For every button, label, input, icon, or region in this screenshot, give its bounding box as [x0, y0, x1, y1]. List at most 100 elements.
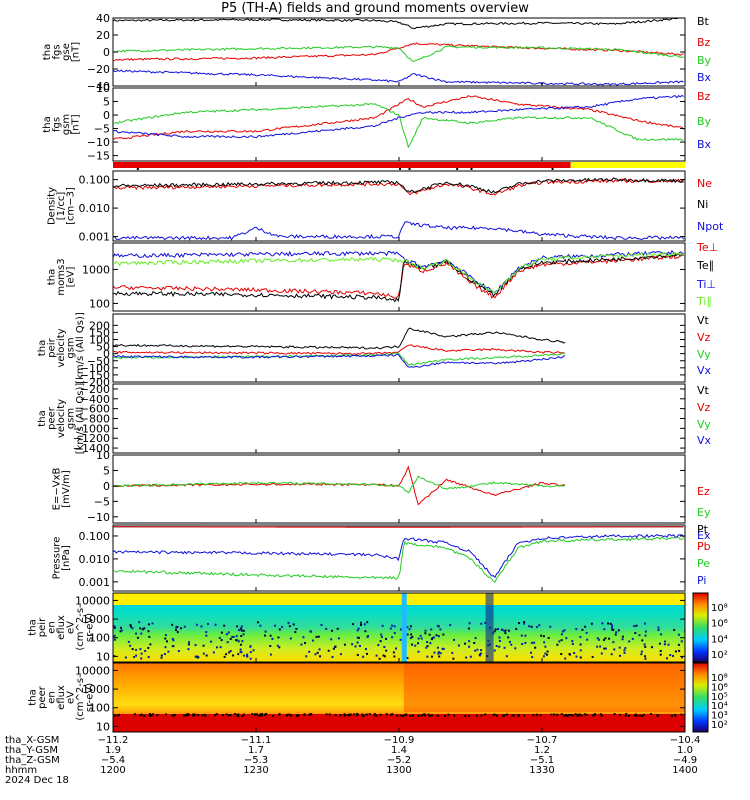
series-group: [113, 94, 684, 149]
x-axis-annotation: tha_X-GSM −11.2 −11.1 −10.9 −10.7 −10.4 tha_Y-…: [5, 735, 700, 786]
series-line-Pe: [113, 536, 684, 583]
y-tick-label: −800: [80, 413, 110, 426]
y-axis-label: fgs: [51, 44, 62, 59]
y-axis-label: [eV]: [66, 267, 77, 288]
panel-frame: [112, 454, 686, 524]
legend-Pt: Pt: [697, 523, 709, 536]
y-tick-label: 0.100: [79, 174, 111, 187]
x-row-value: 1200: [100, 765, 125, 776]
legend-Vt: Vt: [697, 384, 710, 397]
legend-Vy: Vy: [697, 418, 711, 431]
y-tick-label: −40: [87, 80, 110, 93]
y-tick-label: 0.001: [79, 231, 111, 244]
y-axis-label: tha: [37, 410, 48, 426]
legend-Ez: Ez: [697, 485, 710, 498]
y-axis-label: velocity: [56, 399, 67, 438]
y-axis-label: Density: [47, 187, 58, 225]
y-axis-label: [1/cc]: [56, 192, 67, 221]
y-axis-label: tha: [28, 689, 39, 705]
y-axis-label: peer: [47, 406, 58, 430]
series-line-Pi: [113, 533, 685, 579]
colorbar: 10⁸ 10⁶ 10⁴ 10²: [692, 592, 728, 663]
legend-Te∥: Te∥: [696, 259, 714, 272]
panel-peir-spectrogram: 10⁸ 10⁶ 10⁴ 10² 10000 1000 100 10 thapeireneflux…: [28, 592, 728, 663]
legend-By: By: [697, 115, 712, 128]
y-axis-label: tha: [42, 116, 53, 132]
status-tick: [408, 168, 411, 170]
legend-Vt: Vt: [697, 314, 710, 327]
legend-Ey: Ey: [697, 506, 711, 519]
y-axis-label: E=−VxB: [51, 468, 62, 511]
y-tick-label: 0: [103, 46, 110, 59]
colorbar-tick-label: 10²: [711, 720, 728, 731]
series-line-Bx: [113, 69, 684, 86]
legend-Te⊥: Te⊥: [696, 241, 718, 254]
legend-Ex: Ex: [697, 529, 711, 542]
legend-Bz: Bz: [697, 90, 711, 103]
y-tick-label: 10000: [75, 664, 110, 677]
y-tick-label: −15: [87, 150, 110, 163]
y-tick-label: 100: [89, 297, 110, 310]
y-tick-label: 100: [89, 334, 110, 347]
legend-Bx: Bx: [697, 71, 712, 84]
y-axis-label: gsm: [66, 408, 77, 429]
y-axis-label: velocity: [56, 328, 67, 367]
y-tick-label: 10000: [75, 594, 110, 607]
legend-Npot: Npot: [697, 220, 724, 233]
colorbar-tick-label: 10⁶: [711, 619, 728, 630]
series-group: [113, 465, 566, 506]
y-tick-label: 20: [96, 29, 110, 42]
x-row-value: 1.7: [248, 745, 264, 756]
status-segment: [570, 162, 685, 168]
legend-Vx: Vx: [697, 364, 712, 377]
y-axis-label: fgs: [51, 117, 62, 132]
legend-Ne: Ne: [697, 177, 712, 190]
y-tick-label: 0.010: [79, 202, 111, 215]
colorbar-tick-label: 10²: [711, 650, 728, 661]
spectrogram-texture: [113, 593, 685, 662]
series-group: [113, 249, 684, 303]
y-axis-label: tha: [42, 44, 53, 60]
x-row-value: −5.4: [101, 755, 125, 766]
panel-peer-spectrogram: 10⁸10⁶10⁵10⁴10³10²10000100010010thapeere…: [28, 662, 728, 733]
x-row-value: 1.9: [105, 745, 121, 756]
y-axis-label: sr-eV): [85, 683, 96, 712]
y-axis-label: [mV/m]: [61, 470, 72, 508]
legend-Vz: Vz: [697, 331, 711, 344]
y-axis-label: (cm^2-s-: [75, 674, 86, 721]
panel-frame: [112, 313, 686, 383]
y-tick-label: −600: [80, 403, 110, 416]
y-axis-label: eflux: [56, 615, 67, 640]
y-tick-label: −20: [87, 63, 110, 76]
series-line-Bt: [113, 18, 684, 30]
x-row-value: −10.4: [670, 735, 701, 746]
y-tick-label: 0: [103, 348, 110, 361]
x-row-value: 1300: [386, 765, 411, 776]
series-line-Ni: [113, 177, 685, 194]
panel-density: 0.100 0.010 0.001 Density[1/cc][cm−3] Ne Ni Np…: [47, 170, 724, 244]
panel-peer-velocity: −200−400−600−800−1000−1200−1400 thapeerve…: [37, 383, 712, 455]
y-tick-label: 100: [89, 702, 110, 715]
series-group: [113, 327, 566, 368]
y-tick-label: 5: [103, 96, 110, 109]
series-line-By: [113, 45, 684, 63]
colorbar-tick-label: 10⁴: [711, 701, 728, 712]
x-row-value: 1.2: [534, 745, 550, 756]
x-row-value: 1230: [243, 765, 268, 776]
panel-frame: [112, 383, 686, 454]
colorbar-tick-label: 10⁶: [711, 682, 728, 693]
y-tick-label: −150: [80, 369, 110, 382]
series-line-By: [113, 103, 684, 149]
y-tick-label: −5: [94, 123, 110, 136]
x-row-label: hhmm: [5, 765, 37, 776]
y-tick-label: −400: [80, 393, 110, 406]
x-row-value: −5.2: [387, 755, 411, 766]
series-line-Te⊥: [113, 253, 684, 299]
date-label: 2024 Dec 18: [5, 775, 69, 786]
x-row-label: tha_Z-GSM: [5, 755, 60, 766]
y-axis-label: en: [47, 621, 58, 634]
